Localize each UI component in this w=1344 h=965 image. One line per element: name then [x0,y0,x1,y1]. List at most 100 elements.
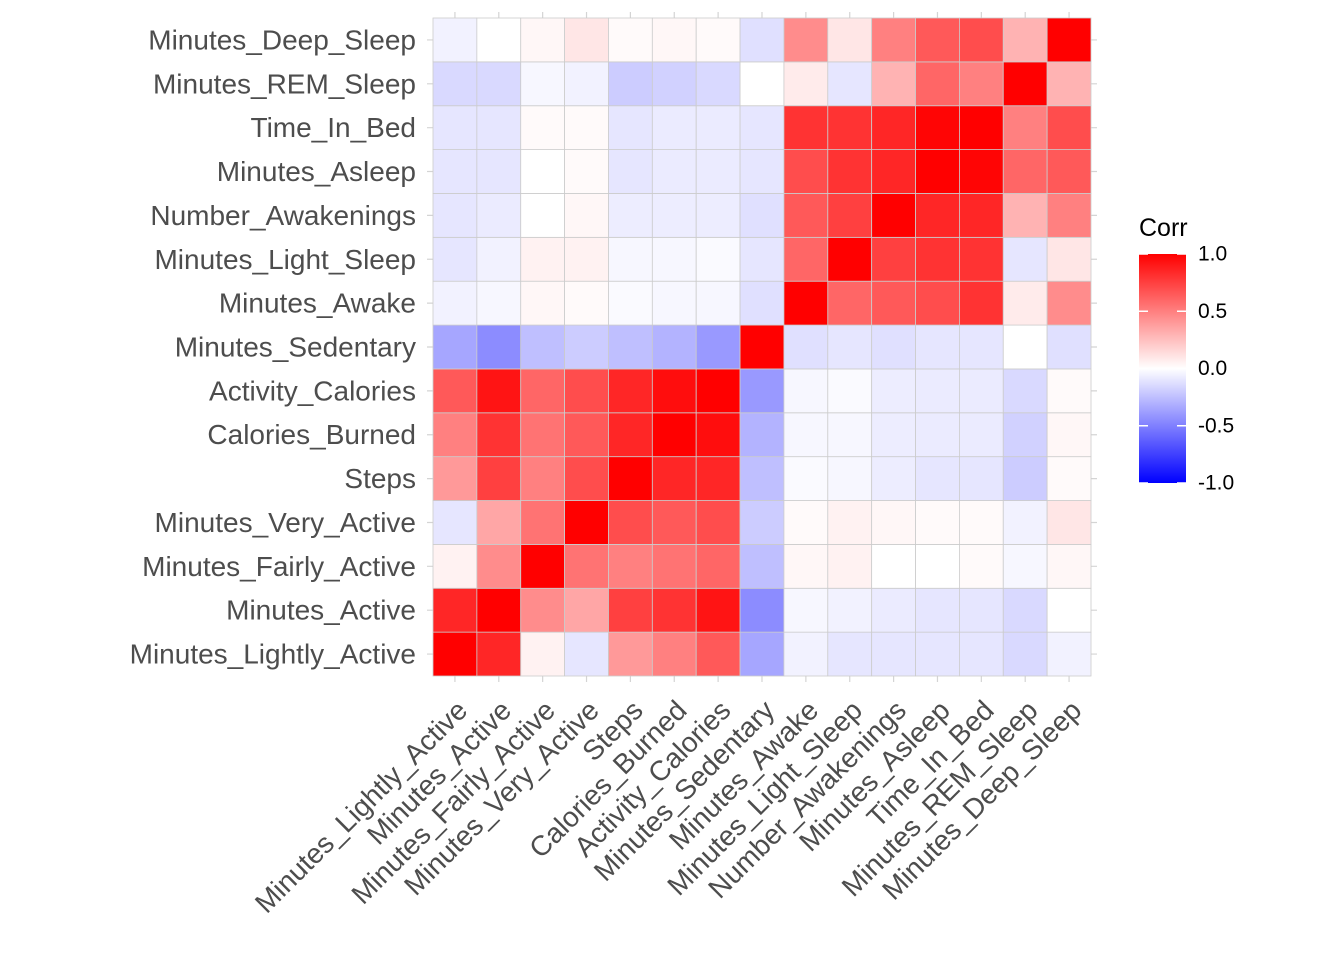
y-tick-label: Minutes_REM_Sleep [153,68,416,99]
heatmap-cell [432,193,478,238]
heatmap-cell [1002,61,1048,107]
heatmap-cell [827,500,873,545]
heatmap-cell [608,193,653,238]
y-tick-label: Minutes_Asleep [217,156,416,187]
heatmap-cell [827,324,873,370]
heatmap-cell [476,368,522,414]
legend-tick-label: -1.0 [1198,472,1234,495]
heatmap-cell [608,456,653,501]
heatmap-cell [783,149,829,194]
heatmap-cell [695,149,741,194]
y-tick-label: Minutes_Light_Sleep [154,244,416,275]
heatmap-cell [1002,149,1048,194]
y-tick-label: Minutes_Deep_Sleep [148,24,416,55]
heatmap-cell [871,631,916,677]
legend-title: Corr [1139,214,1188,242]
heatmap-cell [1046,412,1092,458]
heatmap-cell [783,587,829,633]
heatmap-cell [651,280,697,326]
heatmap-cell [739,544,785,589]
heatmap-cell [651,412,697,458]
heatmap-cell [827,631,873,677]
heatmap-cell [1046,368,1092,414]
heatmap-cell [1002,193,1048,238]
heatmap-cell [783,280,829,326]
heatmap-cell [476,631,522,677]
legend-tick-label: 0.0 [1198,357,1227,380]
heatmap-cell [651,368,697,414]
heatmap-cell [739,500,785,545]
heatmap-cell [1046,61,1092,107]
heatmap-cell [783,500,829,545]
heatmap-cell [608,105,653,150]
heatmap-cell [915,500,960,545]
heatmap-cell [783,631,829,677]
heatmap-cell [1046,631,1092,677]
heatmap-cell [695,631,741,677]
heatmap-cell [432,544,478,589]
heatmap-cell [564,280,609,326]
heatmap-cell [651,544,697,589]
heatmap-cell [915,368,960,414]
heatmap-cell [739,149,785,194]
heatmap-cell [871,61,916,107]
heatmap-cell [827,544,873,589]
heatmap-cell [564,149,609,194]
heatmap-cell [651,105,697,150]
heatmap-cell [651,193,697,238]
heatmap-cell [1002,368,1048,414]
heatmap-cell [739,368,785,414]
heatmap-cell [564,17,609,63]
heatmap-cell [564,412,609,458]
heatmap-cell [915,61,960,107]
heatmap-cell [739,456,785,501]
y-tick-label: Calories_Burned [207,419,416,450]
heatmap-cell [915,324,960,370]
heatmap-cell [564,324,609,370]
heatmap-cell [827,587,873,633]
heatmap-cell [695,193,741,238]
heatmap-cell [520,631,566,677]
y-axis-tick-labels: Minutes_Lightly_Active Minutes_Active Minu… [130,24,416,669]
legend-tick-label: 0.5 [1198,300,1227,323]
heatmap-cell [476,105,522,150]
legend-tick-label: -0.5 [1198,414,1234,437]
heatmap-cell [608,544,653,589]
y-tick-label: Minutes_Active [226,595,416,626]
heatmap-cell [608,236,653,282]
y-tick-label: Minutes_Fairly_Active [142,551,416,582]
heatmap-cell [651,631,697,677]
heatmap-cell [520,324,566,370]
heatmap-cell [827,412,873,458]
heatmap-cell [871,544,916,589]
heatmap-cell [651,500,697,545]
heatmap-cell [783,105,829,150]
heatmap-cell [520,587,566,633]
heatmap-cell [608,368,653,414]
heatmap-cell [783,456,829,501]
y-tick-label: Steps [344,463,416,494]
heatmap-cell [1046,544,1092,589]
heatmap-cell [564,456,609,501]
heatmap-cell [959,280,1004,326]
heatmap-cell [827,149,873,194]
heatmap-cell [695,500,741,545]
heatmap-cell [520,105,566,150]
heatmap-cell [739,236,785,282]
heatmap-cell [871,149,916,194]
y-tick-label: Number_Awakenings [150,200,416,231]
heatmap-cell [432,368,478,414]
heatmap-cell [827,456,873,501]
heatmap-cell [1002,544,1048,589]
heatmap-cell [1002,324,1048,370]
heatmap-cell [564,368,609,414]
heatmap-cell [608,17,653,63]
heatmap-cell [959,149,1004,194]
heatmap-cell [739,105,785,150]
heatmap-cell [739,631,785,677]
heatmap-cell [695,368,741,414]
heatmap-cell [1046,587,1092,633]
heatmap-cell [827,193,873,238]
heatmap-cell [871,368,916,414]
